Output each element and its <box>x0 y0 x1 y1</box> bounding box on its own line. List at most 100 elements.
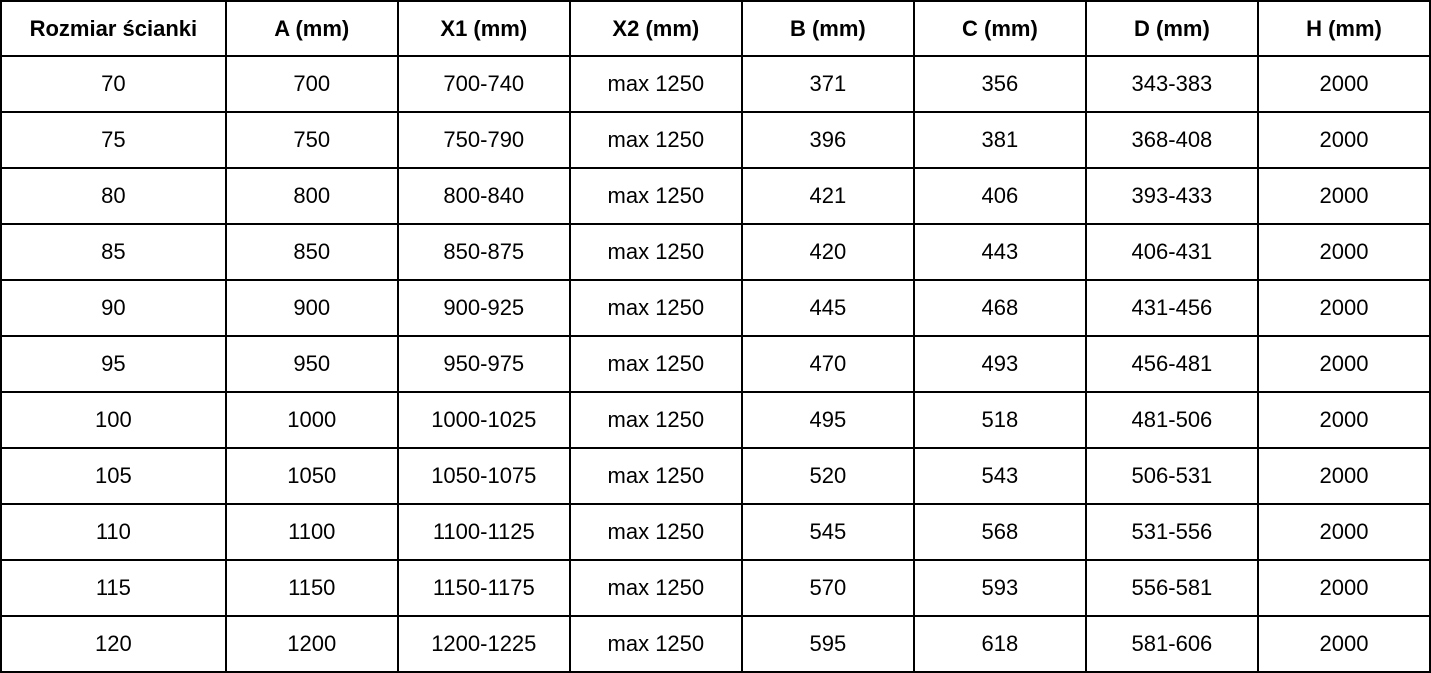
cell-b: 545 <box>740 503 915 561</box>
cell-x2: max 1250 <box>568 447 743 505</box>
cell-d: 506-531 <box>1084 447 1259 505</box>
cell-x2: max 1250 <box>568 559 743 617</box>
cell-c: 381 <box>912 111 1087 169</box>
cell-a: 850 <box>224 223 399 281</box>
cell-d: 431-456 <box>1084 279 1259 337</box>
cell-b: 495 <box>740 391 915 449</box>
table-header: Rozmiar ścianki A (mm) X1 (mm) X2 (mm) B… <box>0 0 1431 57</box>
cell-h: 2000 <box>1256 111 1431 169</box>
cell-x1: 1100-1125 <box>396 503 571 561</box>
cell-h: 2000 <box>1256 615 1431 673</box>
cell-x1: 750-790 <box>396 111 571 169</box>
cell-size: 100 <box>0 391 227 449</box>
cell-h: 2000 <box>1256 559 1431 617</box>
cell-b: 470 <box>740 335 915 393</box>
cell-a: 950 <box>224 335 399 393</box>
cell-size: 70 <box>0 55 227 113</box>
cell-size: 85 <box>0 223 227 281</box>
table-row: 85 850 850-875 max 1250 420 443 406-431 … <box>0 223 1431 281</box>
cell-size: 115 <box>0 559 227 617</box>
cell-size: 105 <box>0 447 227 505</box>
cell-x2: max 1250 <box>568 279 743 337</box>
cell-a: 1000 <box>224 391 399 449</box>
header-x1-mm: X1 (mm) <box>396 0 571 57</box>
cell-x1: 800-840 <box>396 167 571 225</box>
cell-h: 2000 <box>1256 503 1431 561</box>
cell-d: 456-481 <box>1084 335 1259 393</box>
cell-x1: 1000-1025 <box>396 391 571 449</box>
cell-x1: 1150-1175 <box>396 559 571 617</box>
cell-c: 618 <box>912 615 1087 673</box>
cell-d: 393-433 <box>1084 167 1259 225</box>
cell-c: 468 <box>912 279 1087 337</box>
cell-h: 2000 <box>1256 223 1431 281</box>
cell-b: 420 <box>740 223 915 281</box>
cell-h: 2000 <box>1256 391 1431 449</box>
cell-a: 1100 <box>224 503 399 561</box>
cell-d: 556-581 <box>1084 559 1259 617</box>
cell-x1: 1050-1075 <box>396 447 571 505</box>
table-body: 70 700 700-740 max 1250 371 356 343-383 … <box>0 55 1431 673</box>
cell-x2: max 1250 <box>568 503 743 561</box>
cell-x1: 850-875 <box>396 223 571 281</box>
table-row: 115 1150 1150-1175 max 1250 570 593 556-… <box>0 559 1431 617</box>
table-row: 95 950 950-975 max 1250 470 493 456-481 … <box>0 335 1431 393</box>
table-row: 75 750 750-790 max 1250 396 381 368-408 … <box>0 111 1431 169</box>
cell-x1: 700-740 <box>396 55 571 113</box>
cell-d: 531-556 <box>1084 503 1259 561</box>
table-row: 90 900 900-925 max 1250 445 468 431-456 … <box>0 279 1431 337</box>
cell-h: 2000 <box>1256 167 1431 225</box>
cell-a: 800 <box>224 167 399 225</box>
cell-size: 90 <box>0 279 227 337</box>
cell-b: 570 <box>740 559 915 617</box>
header-rozmiar-scianki: Rozmiar ścianki <box>0 0 227 57</box>
cell-x2: max 1250 <box>568 55 743 113</box>
cell-c: 543 <box>912 447 1087 505</box>
cell-b: 445 <box>740 279 915 337</box>
cell-a: 1050 <box>224 447 399 505</box>
cell-a: 700 <box>224 55 399 113</box>
cell-c: 406 <box>912 167 1087 225</box>
cell-a: 900 <box>224 279 399 337</box>
header-a-mm: A (mm) <box>224 0 399 57</box>
cell-c: 518 <box>912 391 1087 449</box>
cell-size: 120 <box>0 615 227 673</box>
cell-size: 80 <box>0 167 227 225</box>
cell-x1: 900-925 <box>396 279 571 337</box>
table-row: 120 1200 1200-1225 max 1250 595 618 581-… <box>0 615 1431 673</box>
cell-b: 421 <box>740 167 915 225</box>
cell-d: 581-606 <box>1084 615 1259 673</box>
header-row: Rozmiar ścianki A (mm) X1 (mm) X2 (mm) B… <box>0 0 1431 57</box>
cell-a: 750 <box>224 111 399 169</box>
cell-x2: max 1250 <box>568 615 743 673</box>
cell-d: 406-431 <box>1084 223 1259 281</box>
cell-h: 2000 <box>1256 335 1431 393</box>
cell-x2: max 1250 <box>568 167 743 225</box>
cell-x1: 950-975 <box>396 335 571 393</box>
cell-c: 493 <box>912 335 1087 393</box>
header-x2-mm: X2 (mm) <box>568 0 743 57</box>
header-h-mm: H (mm) <box>1256 0 1431 57</box>
cell-d: 343-383 <box>1084 55 1259 113</box>
cell-c: 593 <box>912 559 1087 617</box>
table-row: 70 700 700-740 max 1250 371 356 343-383 … <box>0 55 1431 113</box>
cell-size: 95 <box>0 335 227 393</box>
table-row: 100 1000 1000-1025 max 1250 495 518 481-… <box>0 391 1431 449</box>
cell-d: 481-506 <box>1084 391 1259 449</box>
cell-x2: max 1250 <box>568 111 743 169</box>
cell-c: 568 <box>912 503 1087 561</box>
cell-c: 443 <box>912 223 1087 281</box>
cell-h: 2000 <box>1256 55 1431 113</box>
cell-b: 396 <box>740 111 915 169</box>
cell-a: 1150 <box>224 559 399 617</box>
cell-size: 110 <box>0 503 227 561</box>
cell-h: 2000 <box>1256 279 1431 337</box>
cell-b: 520 <box>740 447 915 505</box>
cell-x1: 1200-1225 <box>396 615 571 673</box>
cell-c: 356 <box>912 55 1087 113</box>
cell-x2: max 1250 <box>568 391 743 449</box>
cell-x2: max 1250 <box>568 335 743 393</box>
cell-h: 2000 <box>1256 447 1431 505</box>
table-row: 80 800 800-840 max 1250 421 406 393-433 … <box>0 167 1431 225</box>
